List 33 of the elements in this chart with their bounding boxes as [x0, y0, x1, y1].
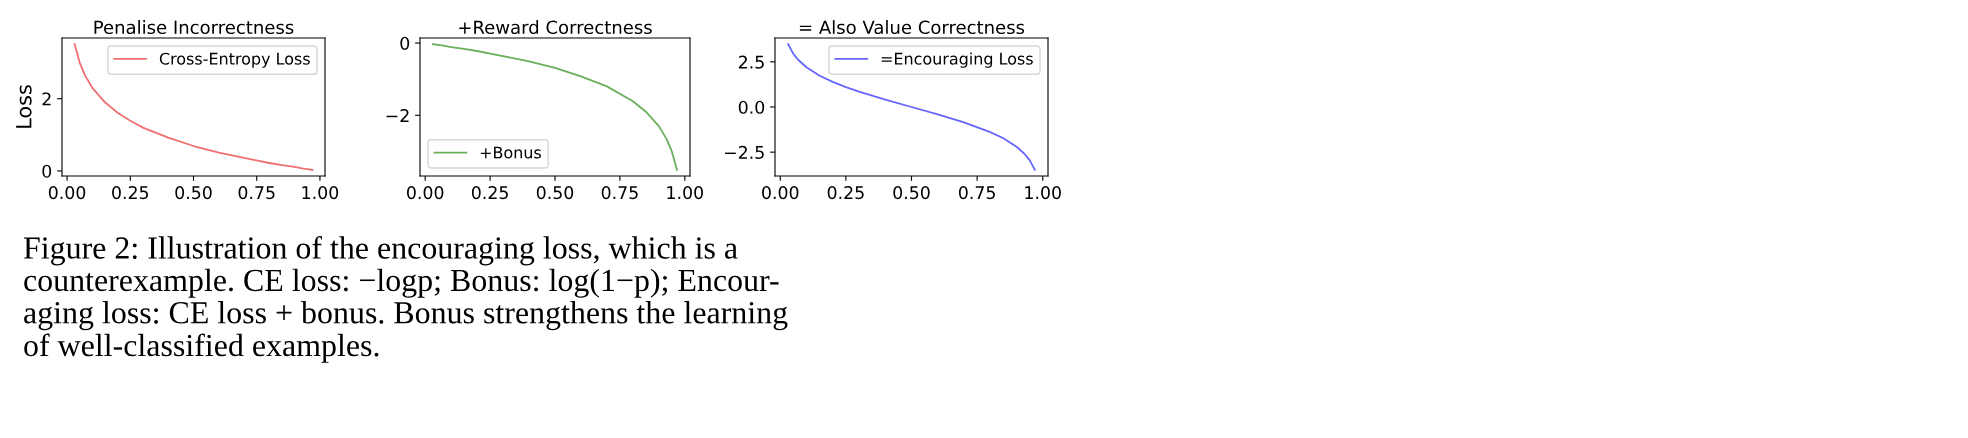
chart-title: = Also Value Correctness: [799, 20, 1025, 35]
x-tick-label: 0.75: [238, 186, 275, 200]
x-tick-label: 0.50: [536, 186, 574, 200]
x-tick-label: 1.00: [1025, 186, 1061, 200]
line-series: [432, 43, 678, 171]
y-tick-label: 0.0: [738, 100, 765, 114]
x-tick-label: 0.25: [471, 186, 508, 200]
x-tick-label: 1.00: [667, 186, 703, 200]
y-tick-label: −2.5: [724, 145, 764, 159]
y-tick-label: 2: [42, 92, 51, 106]
y-tick-label: 2.5: [738, 55, 764, 69]
x-tick-label: 0.50: [175, 186, 212, 200]
chart-title: Penalise Incorrectness: [94, 20, 294, 35]
line-series: [787, 43, 1036, 171]
x-tick-label: 0.25: [827, 186, 864, 200]
line-series: [73, 43, 314, 171]
x-tick-label: 1.00: [302, 186, 339, 200]
x-tick-label: 0.75: [601, 186, 638, 200]
x-tick-label: 0.50: [893, 186, 930, 200]
x-tick-label: 0.00: [407, 186, 444, 200]
legend-label: =Encouraging Loss: [881, 52, 1033, 68]
y-axis-title: Loss: [16, 85, 32, 128]
caption: Figure 2: Illustration of the encouraging loss, which is a counterexample. CE loss: −logp; Bonus: log(1−p); Encour- aging loss: CE loss + bonus. Bonus strengthens the learning of well-classified examples.: [23, 236, 788, 363]
chart-title: +Reward Correctness: [459, 20, 652, 35]
legend-label: +Bonus: [480, 146, 541, 159]
x-tick-label: 0.00: [48, 186, 86, 200]
x-tick-label: 0.00: [762, 186, 799, 200]
y-tick-label: −2: [386, 109, 409, 122]
legend-label: Cross-Entropy Loss: [159, 52, 310, 68]
x-tick-label: 0.75: [958, 186, 995, 200]
x-tick-label: 0.25: [112, 186, 149, 200]
y-tick-label: 0: [400, 36, 410, 50]
y-tick-label: 0: [42, 164, 52, 178]
